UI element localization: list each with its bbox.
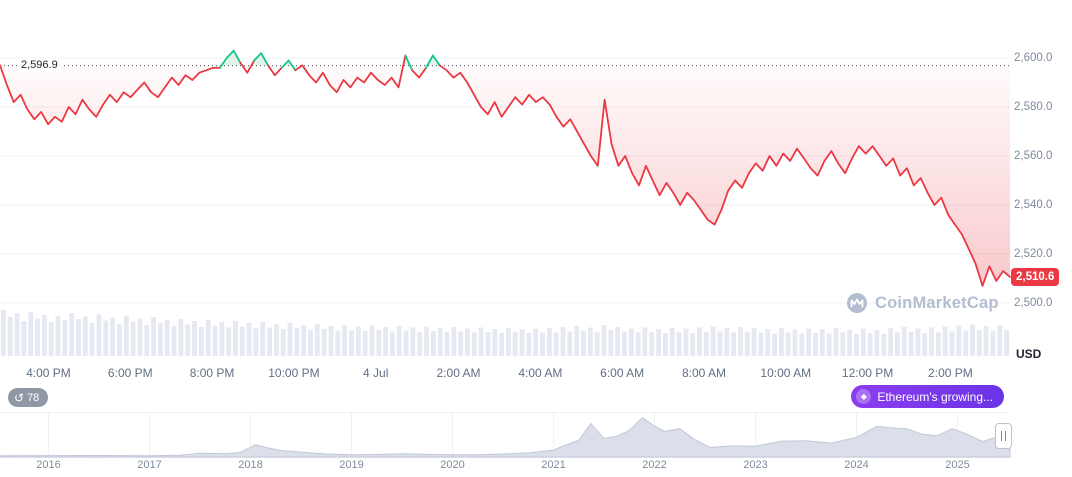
navigator-handle[interactable] xyxy=(995,423,1012,449)
x-tick-label: 4 Jul xyxy=(363,366,389,380)
x-tick-label: 4:00 AM xyxy=(518,366,563,380)
x-tick-label: 10:00 PM xyxy=(268,366,320,380)
year-label: 2020 xyxy=(440,459,465,471)
y-tick-label: 2,580.0 xyxy=(1014,101,1053,113)
year-label: 2017 xyxy=(137,459,162,471)
year-label: 2016 xyxy=(36,459,61,471)
news-badge[interactable]: ◆ Ethereum's growing... xyxy=(851,385,1004,408)
x-tick-label: 12:00 PM xyxy=(841,366,894,380)
year-label: 2023 xyxy=(743,459,768,471)
price-chart[interactable] xyxy=(0,0,1011,356)
coinmarketcap-watermark-text: CoinMarketCap xyxy=(875,293,999,312)
history-count: 78 xyxy=(27,391,40,404)
news-badge-text: Ethereum's growing... xyxy=(877,389,993,404)
ethereum-icon: ◆ xyxy=(856,389,872,404)
y-tick-label: 2,520.0 xyxy=(1014,248,1053,260)
history-badge[interactable]: ↺ 78 xyxy=(8,388,49,407)
year-label: 2024 xyxy=(844,459,869,471)
coinmarketcap-logo-icon xyxy=(847,293,867,313)
range-navigator[interactable] xyxy=(0,412,1011,458)
coinmarketcap-watermark: CoinMarketCap xyxy=(846,292,999,314)
x-tick-label: 8:00 PM xyxy=(189,366,235,380)
currency-label: USD xyxy=(1016,347,1042,361)
x-tick-label: 8:00 AM xyxy=(681,366,726,380)
x-tick-label: 2:00 PM xyxy=(928,366,973,380)
year-label: 2019 xyxy=(339,459,364,471)
year-label: 2022 xyxy=(642,459,667,471)
navigator-chart[interactable] xyxy=(0,413,1011,458)
y-tick-label: 2,500.0 xyxy=(1014,297,1053,309)
x-tick-label: 6:00 PM xyxy=(107,366,153,380)
x-tick-label: 2:00 AM xyxy=(436,366,481,380)
x-tick-label: 6:00 AM xyxy=(600,366,645,380)
y-tick-label: 2,540.0 xyxy=(1014,199,1053,211)
open-price-label: 2,596.9 xyxy=(18,57,61,72)
y-tick-label: 2,560.0 xyxy=(1014,150,1053,162)
history-icon: ↺ xyxy=(14,390,25,405)
year-label: 2025 xyxy=(945,459,970,471)
y-tick-label: 2,600.0 xyxy=(1014,52,1053,64)
x-tick-label: 10:00 AM xyxy=(760,366,812,380)
year-label: 2021 xyxy=(541,459,566,471)
year-label: 2018 xyxy=(238,459,263,471)
x-tick-label: 4:00 PM xyxy=(26,366,71,380)
current-price-badge: 2,510.6 xyxy=(1011,268,1060,287)
